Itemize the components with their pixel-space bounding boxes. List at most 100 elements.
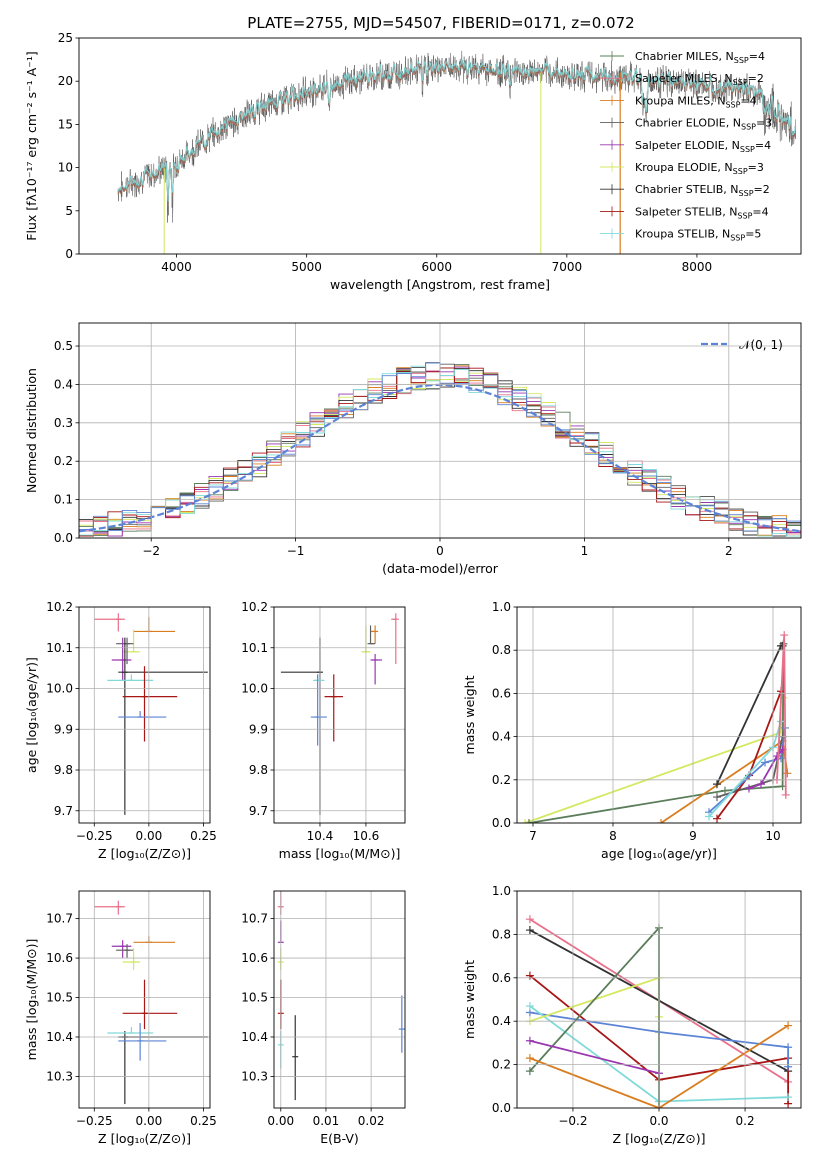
plot-area [521,631,792,823]
data-point [324,674,343,742]
x-axis-label: Z [log₁₀(Z/Z⊙)] [98,846,191,861]
data-point [133,617,176,633]
plus-marker [757,780,765,789]
x-tick-label: 0.00 [267,1114,294,1128]
y-tick-label: 15 [58,117,73,131]
y-tick-label: 1.0 [492,884,511,898]
plus-marker [525,926,534,935]
x-tick-label: −0.25 [76,1114,113,1128]
plus-marker [705,812,713,821]
plus-marker [784,1062,793,1071]
y-tick-label: 0.8 [492,643,511,657]
x-tick-label: 1 [581,544,589,558]
y-tick-label: 10.4 [46,1030,73,1044]
y-tick-label: 0.0 [54,531,73,545]
axes-frame [78,322,802,539]
y-tick-label: 0 [65,247,73,261]
x-tick-label: −1 [287,544,305,558]
y-axis-label: mass weight [462,675,477,754]
panel-spectrum: 4000 5000 6000 7000 8000 0 5 10 15 20 25 wavelength… [24,31,802,292]
x-axis-label: E(B-V) [320,1131,359,1146]
x-tick-label: 0.00 [136,829,163,843]
x-tick-label: 0.25 [190,829,217,843]
x-axis-label: mass [log₁₀(M/M⊙)] [279,846,401,861]
plus-marker [784,1043,793,1052]
axes-frame [78,37,802,255]
axes-frame [78,890,211,1109]
weight-line [748,749,784,790]
x-tick-label: 8 [609,829,617,843]
y-tick-label: 0.6 [492,971,511,985]
x-tick-label: 0.02 [358,1114,385,1128]
data-point [133,936,176,943]
data-point [310,674,327,746]
plus-marker [525,819,533,823]
x-tick-label: 9 [689,829,697,843]
plus-marker [657,819,665,823]
weight-line [529,1039,660,1075]
y-tick-label: 0.5 [54,339,73,353]
y-tick-label: 10.6 [46,951,73,965]
y-tick-label: 9.9 [54,722,73,736]
plus-marker [525,971,534,980]
y-tick-label: 1.0 [492,600,511,614]
y-tick-label: 10.3 [241,1069,268,1083]
data-point [111,940,132,959]
data-point [118,1023,167,1061]
y-tick-label: 10.7 [46,912,73,926]
y-tick-label: 10.4 [241,1030,268,1044]
y-tick-label: 10.0 [46,682,73,696]
legend-label: 𝒩(0, 1) [739,338,783,352]
x-axis-label: (data-model)/error [382,561,499,576]
x-tick-label: −2 [142,544,160,558]
y-tick-label: 0.4 [492,730,511,744]
plus-marker [784,1021,793,1030]
data-point [107,1027,154,1034]
y-tick-label: 9.8 [249,763,268,777]
x-axis-label: Z [log₁₀(Z/Z⊙)] [613,1131,706,1146]
legend-label: Chabrier STELIB, NSSP=2 [635,183,770,198]
y-tick-label: 0.4 [492,1014,511,1028]
panel-age_vs_mass: 10.4 10.6 9.7 9.8 9.9 10.0 10.1 10.2 mass [log₁₀… [241,600,406,861]
y-tick-label: 10 [58,161,73,175]
y-axis-label: mass [log₁₀(M/M⊙)] [24,939,39,1061]
plus-marker [721,786,729,795]
x-tick-label: 0.2 [736,1114,755,1128]
figure-title: PLATE=2755, MJD=54507, FIBERID=0171, z=0… [247,14,634,32]
data-point [370,625,379,644]
x-tick-label: 0.25 [190,1114,217,1128]
x-tick-label: 2 [725,544,733,558]
y-axis-label: Normed distribution [24,368,39,493]
plus-marker [521,819,529,823]
legend: 𝒩(0, 1) [701,338,783,352]
data-point [122,948,141,970]
data-point [118,711,167,718]
plus-marker [713,793,721,802]
y-tick-label: 9.9 [249,722,268,736]
legend-label: Kroupa ELODIE, NSSP=3 [635,161,764,176]
weight-line [708,727,786,813]
y-tick-label: 0.0 [492,816,511,830]
x-tick-label: 0 [436,544,444,558]
legend-label: Salpeter ELODIE, NSSP=4 [635,139,771,154]
x-tick-label: 7000 [552,260,583,274]
x-axis-label: age [log₁₀(age/yr)] [601,846,717,861]
y-tick-label: 10.5 [46,991,73,1005]
legend-label: Salpeter MILES, NSSP=2 [635,72,764,87]
plot-area [277,891,405,1101]
x-tick-label: 5000 [291,260,322,274]
data-point [280,637,323,815]
plus-marker [780,631,789,640]
y-tick-label: 25 [58,31,73,45]
x-tick-label: 7 [529,829,537,843]
y-tick-label: 10.3 [46,1069,73,1083]
y-tick-label: 0.6 [492,686,511,700]
x-tick-label: 4000 [161,260,192,274]
y-tick-label: 0.3 [54,416,73,430]
weight-line [528,643,785,823]
plus-marker [773,752,781,761]
legend-label: Chabrier MILES, NSSP=4 [635,50,765,65]
x-tick-label: 10.6 [353,829,380,843]
plot-area [94,613,208,815]
